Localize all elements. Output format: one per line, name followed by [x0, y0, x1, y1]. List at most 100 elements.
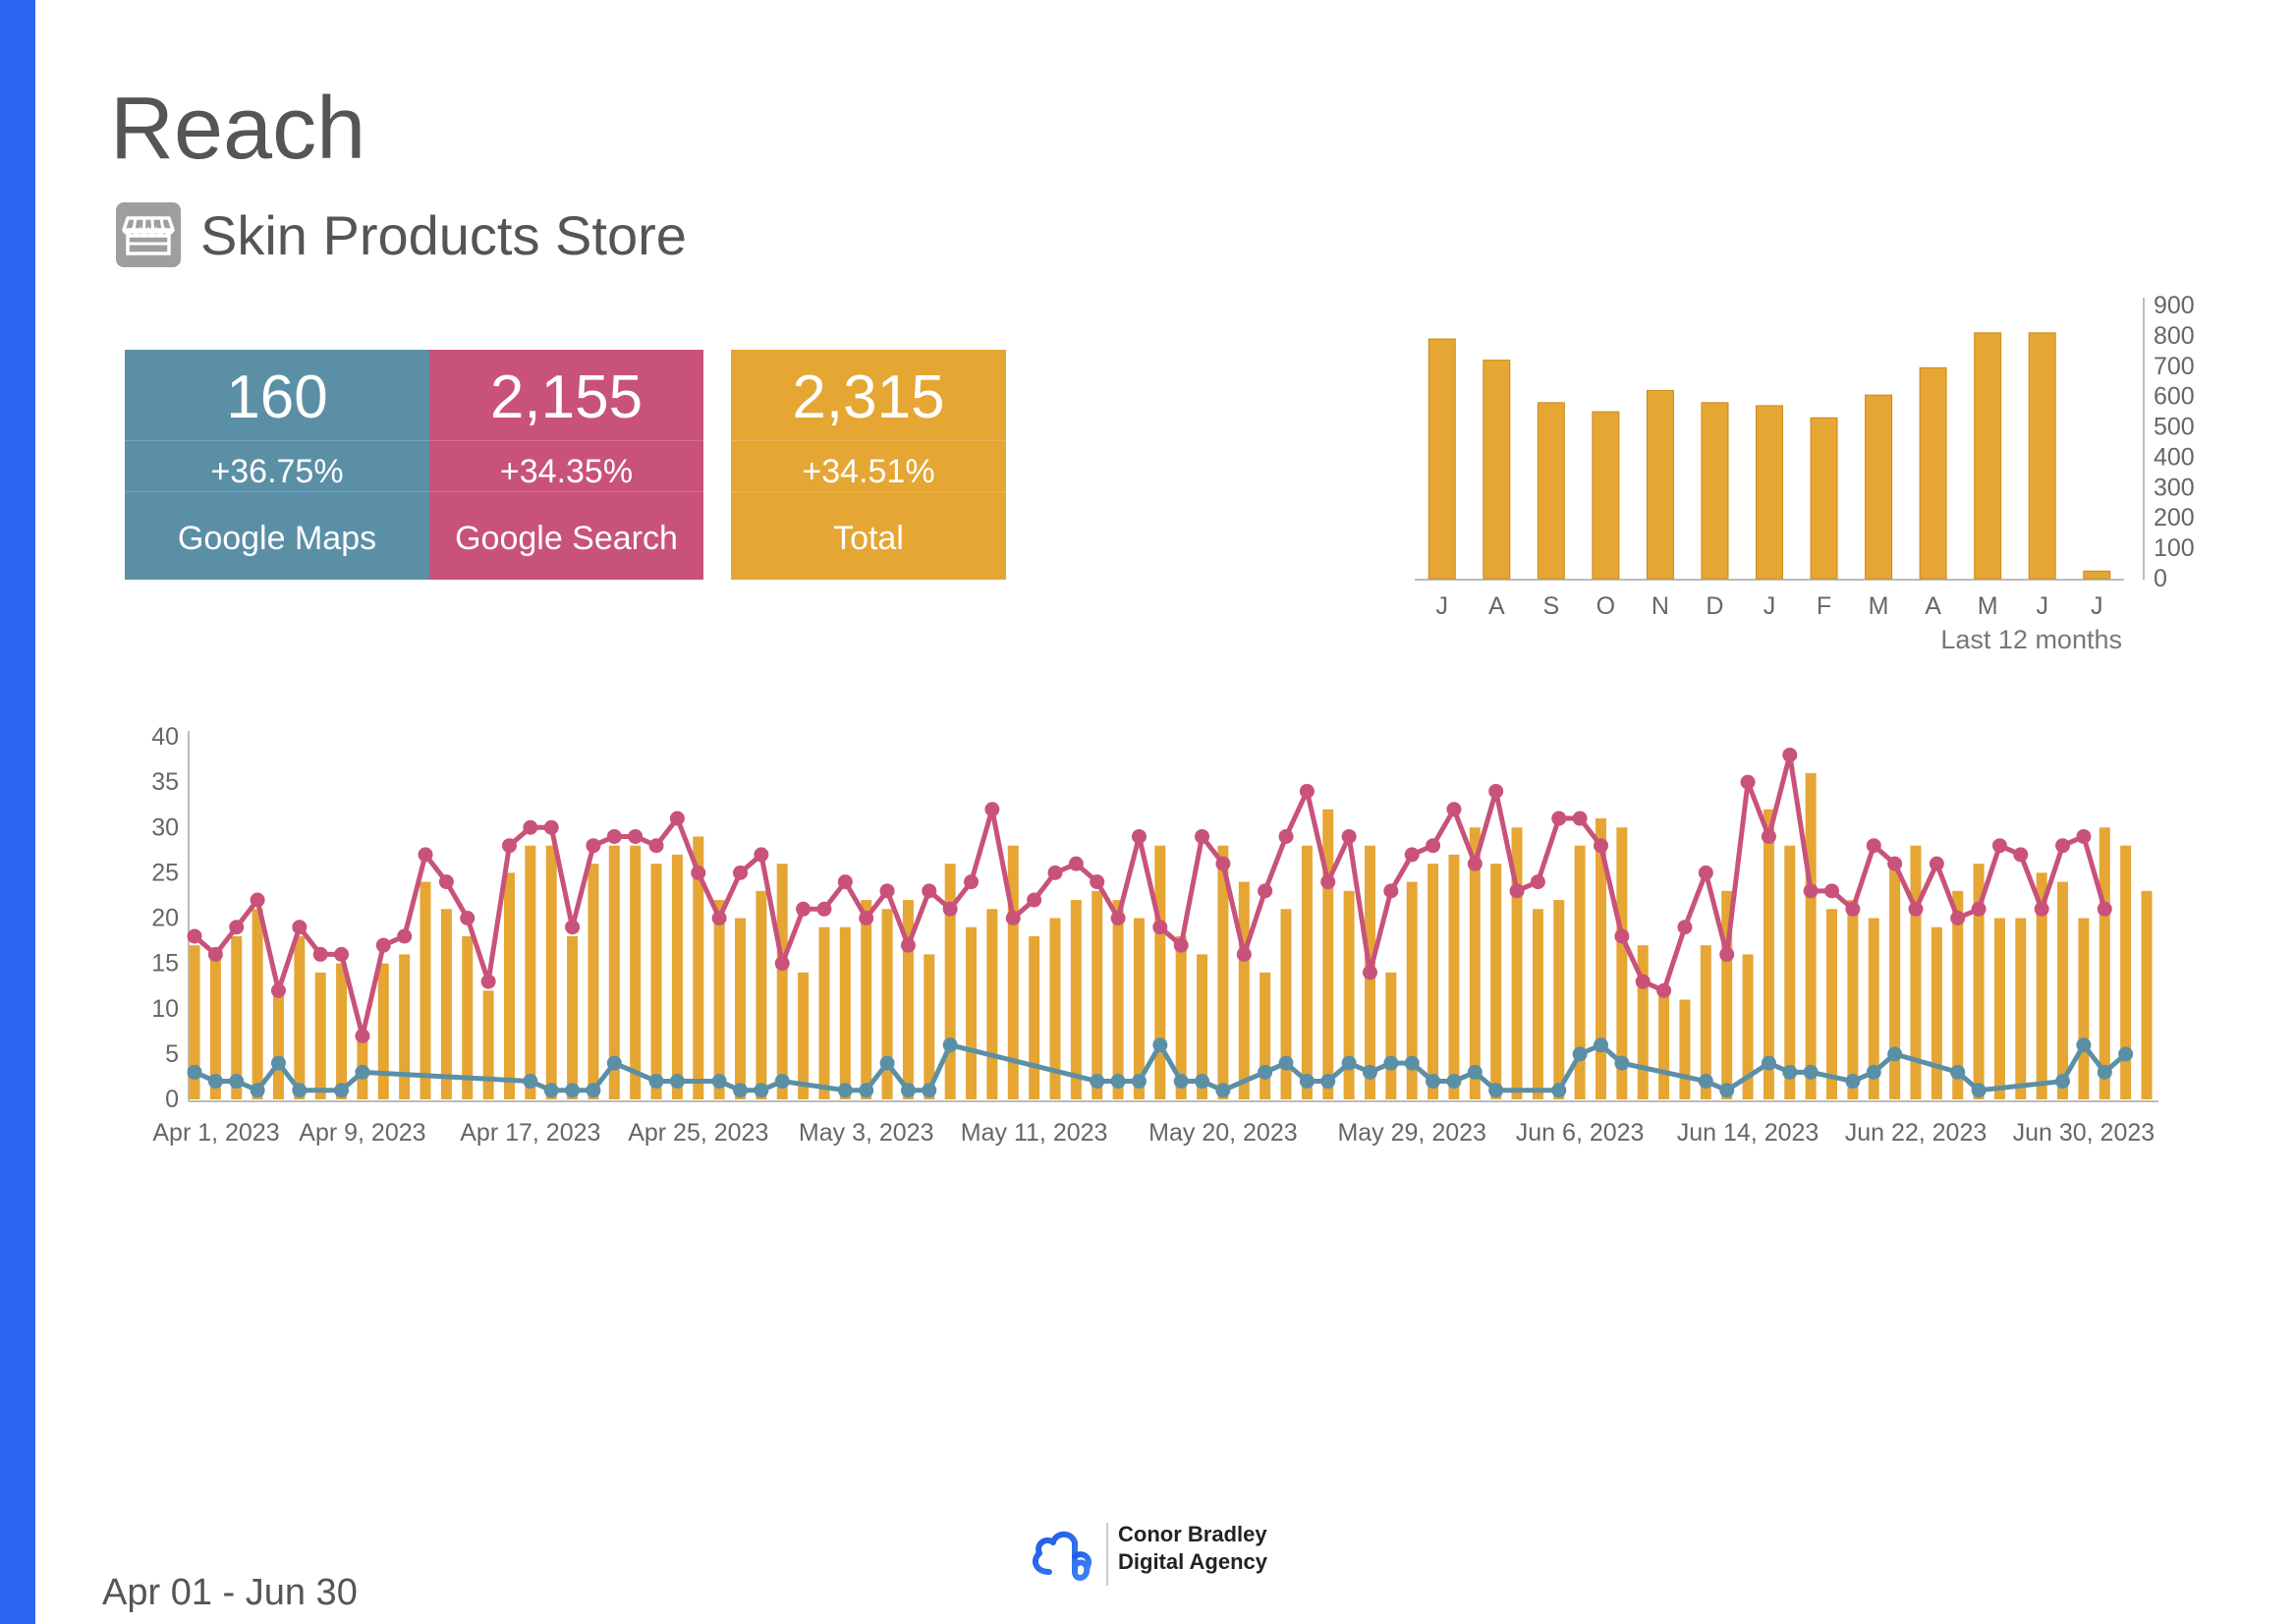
monthly-x-tick: M — [1869, 592, 1889, 620]
search-point — [543, 819, 559, 835]
daily-bar — [839, 926, 851, 1099]
search-point — [1908, 901, 1924, 917]
maps-point — [859, 1083, 874, 1098]
search-point — [1824, 883, 1840, 899]
search-point — [1362, 965, 1377, 980]
daily-bar — [2120, 845, 2132, 1099]
maps-point — [922, 1083, 937, 1098]
monthly-x-tick: J — [1764, 592, 1776, 620]
daily-bar — [1217, 845, 1229, 1099]
maps-point — [942, 1037, 958, 1053]
search-point — [418, 847, 433, 863]
maps-point — [586, 1083, 601, 1098]
daily-bar — [1469, 827, 1481, 1099]
daily-bar — [1700, 945, 1711, 1099]
search-point — [270, 982, 286, 998]
monthly-x-tick: D — [1706, 592, 1723, 620]
daily-x-tick: Apr 1, 2023 — [152, 1119, 279, 1147]
daily-bar — [1889, 864, 1901, 1099]
daily-bar — [1133, 918, 1145, 1099]
daily-x-tick: May 20, 2023 — [1148, 1119, 1298, 1147]
daily-bar — [776, 864, 788, 1099]
search-point — [1446, 802, 1462, 817]
monthly-bar — [2028, 332, 2056, 580]
search-point — [733, 865, 749, 880]
monthly-y-tick: 200 — [2154, 504, 2195, 532]
maps-point — [1719, 1083, 1735, 1098]
search-point — [2013, 847, 2029, 863]
agency-logo: Conor Bradley Digital Agency — [1022, 1521, 1287, 1590]
kpi-card-google-search: 2,155 +34.35% Google Search — [429, 350, 703, 580]
daily-bar — [861, 900, 872, 1099]
search-point — [942, 901, 958, 917]
maps-point — [1131, 1074, 1147, 1090]
search-point — [2034, 901, 2049, 917]
daily-x-tick: May 29, 2023 — [1337, 1119, 1486, 1147]
daily-bar — [2099, 827, 2110, 1099]
daily-bar — [1238, 881, 1250, 1099]
store-icon — [116, 202, 181, 267]
search-point — [669, 811, 685, 826]
search-point — [774, 956, 790, 972]
maps-point — [523, 1074, 538, 1090]
search-point — [1572, 811, 1588, 826]
daily-x-tick: Jun 22, 2023 — [1845, 1119, 1988, 1147]
maps-point — [270, 1055, 286, 1071]
page-title: Reach — [110, 80, 366, 178]
daily-bar — [650, 864, 662, 1099]
daily-bar — [399, 954, 411, 1099]
daily-y-tick: 35 — [151, 768, 179, 796]
search-point — [1467, 856, 1483, 871]
daily-bar — [1637, 945, 1649, 1099]
search-point — [1656, 982, 1672, 998]
daily-bar — [1595, 818, 1606, 1099]
daily-bar — [1007, 845, 1019, 1099]
search-point — [1803, 883, 1819, 899]
kpi-label: Google Search — [455, 520, 678, 557]
monthly-y-tick: 600 — [2154, 383, 2195, 411]
maps-point — [774, 1074, 790, 1090]
daily-bar — [567, 935, 579, 1099]
maps-point — [648, 1074, 664, 1090]
monthly-bar — [1810, 417, 1838, 580]
maps-point — [1614, 1055, 1630, 1071]
search-point — [375, 937, 391, 953]
daily-bar — [2057, 881, 2069, 1099]
daily-bar — [902, 900, 914, 1099]
kpi-change: +36.75% — [210, 453, 344, 490]
search-point — [796, 901, 812, 917]
maps-point — [1258, 1064, 1273, 1080]
daily-bar — [1385, 972, 1397, 1099]
daily-y-tick: 10 — [151, 995, 179, 1023]
maps-point — [1090, 1074, 1105, 1090]
maps-point — [250, 1083, 265, 1098]
monthly-bar — [1919, 366, 1947, 580]
maps-point — [565, 1083, 581, 1098]
daily-bar — [1301, 845, 1313, 1099]
search-point — [250, 892, 265, 908]
daily-x-tick: Jun 30, 2023 — [2013, 1119, 2156, 1147]
daily-bar — [525, 845, 536, 1099]
monthly-bar — [1592, 411, 1620, 580]
search-point — [1950, 911, 1966, 925]
maps-point — [1299, 1074, 1315, 1090]
search-point — [438, 874, 454, 890]
daily-bar — [2036, 872, 2047, 1099]
daily-bar — [209, 954, 221, 1099]
search-point — [691, 865, 706, 880]
monthly-x-tick: F — [1817, 592, 1831, 620]
daily-bar — [377, 963, 389, 1099]
search-point — [1258, 883, 1273, 899]
daily-x-tick: Apr 9, 2023 — [299, 1119, 425, 1147]
daily-y-tick: 25 — [151, 859, 179, 886]
daily-bar — [1260, 972, 1271, 1099]
daily-bar — [1112, 900, 1124, 1099]
search-point — [1488, 783, 1504, 799]
search-point — [1195, 828, 1210, 844]
maps-point — [733, 1083, 749, 1098]
search-point — [1090, 874, 1105, 890]
maps-point — [187, 1064, 202, 1080]
maps-point — [355, 1064, 370, 1080]
monthly-x-tick: N — [1652, 592, 1669, 620]
monthly-y-tick: 900 — [2154, 292, 2195, 319]
